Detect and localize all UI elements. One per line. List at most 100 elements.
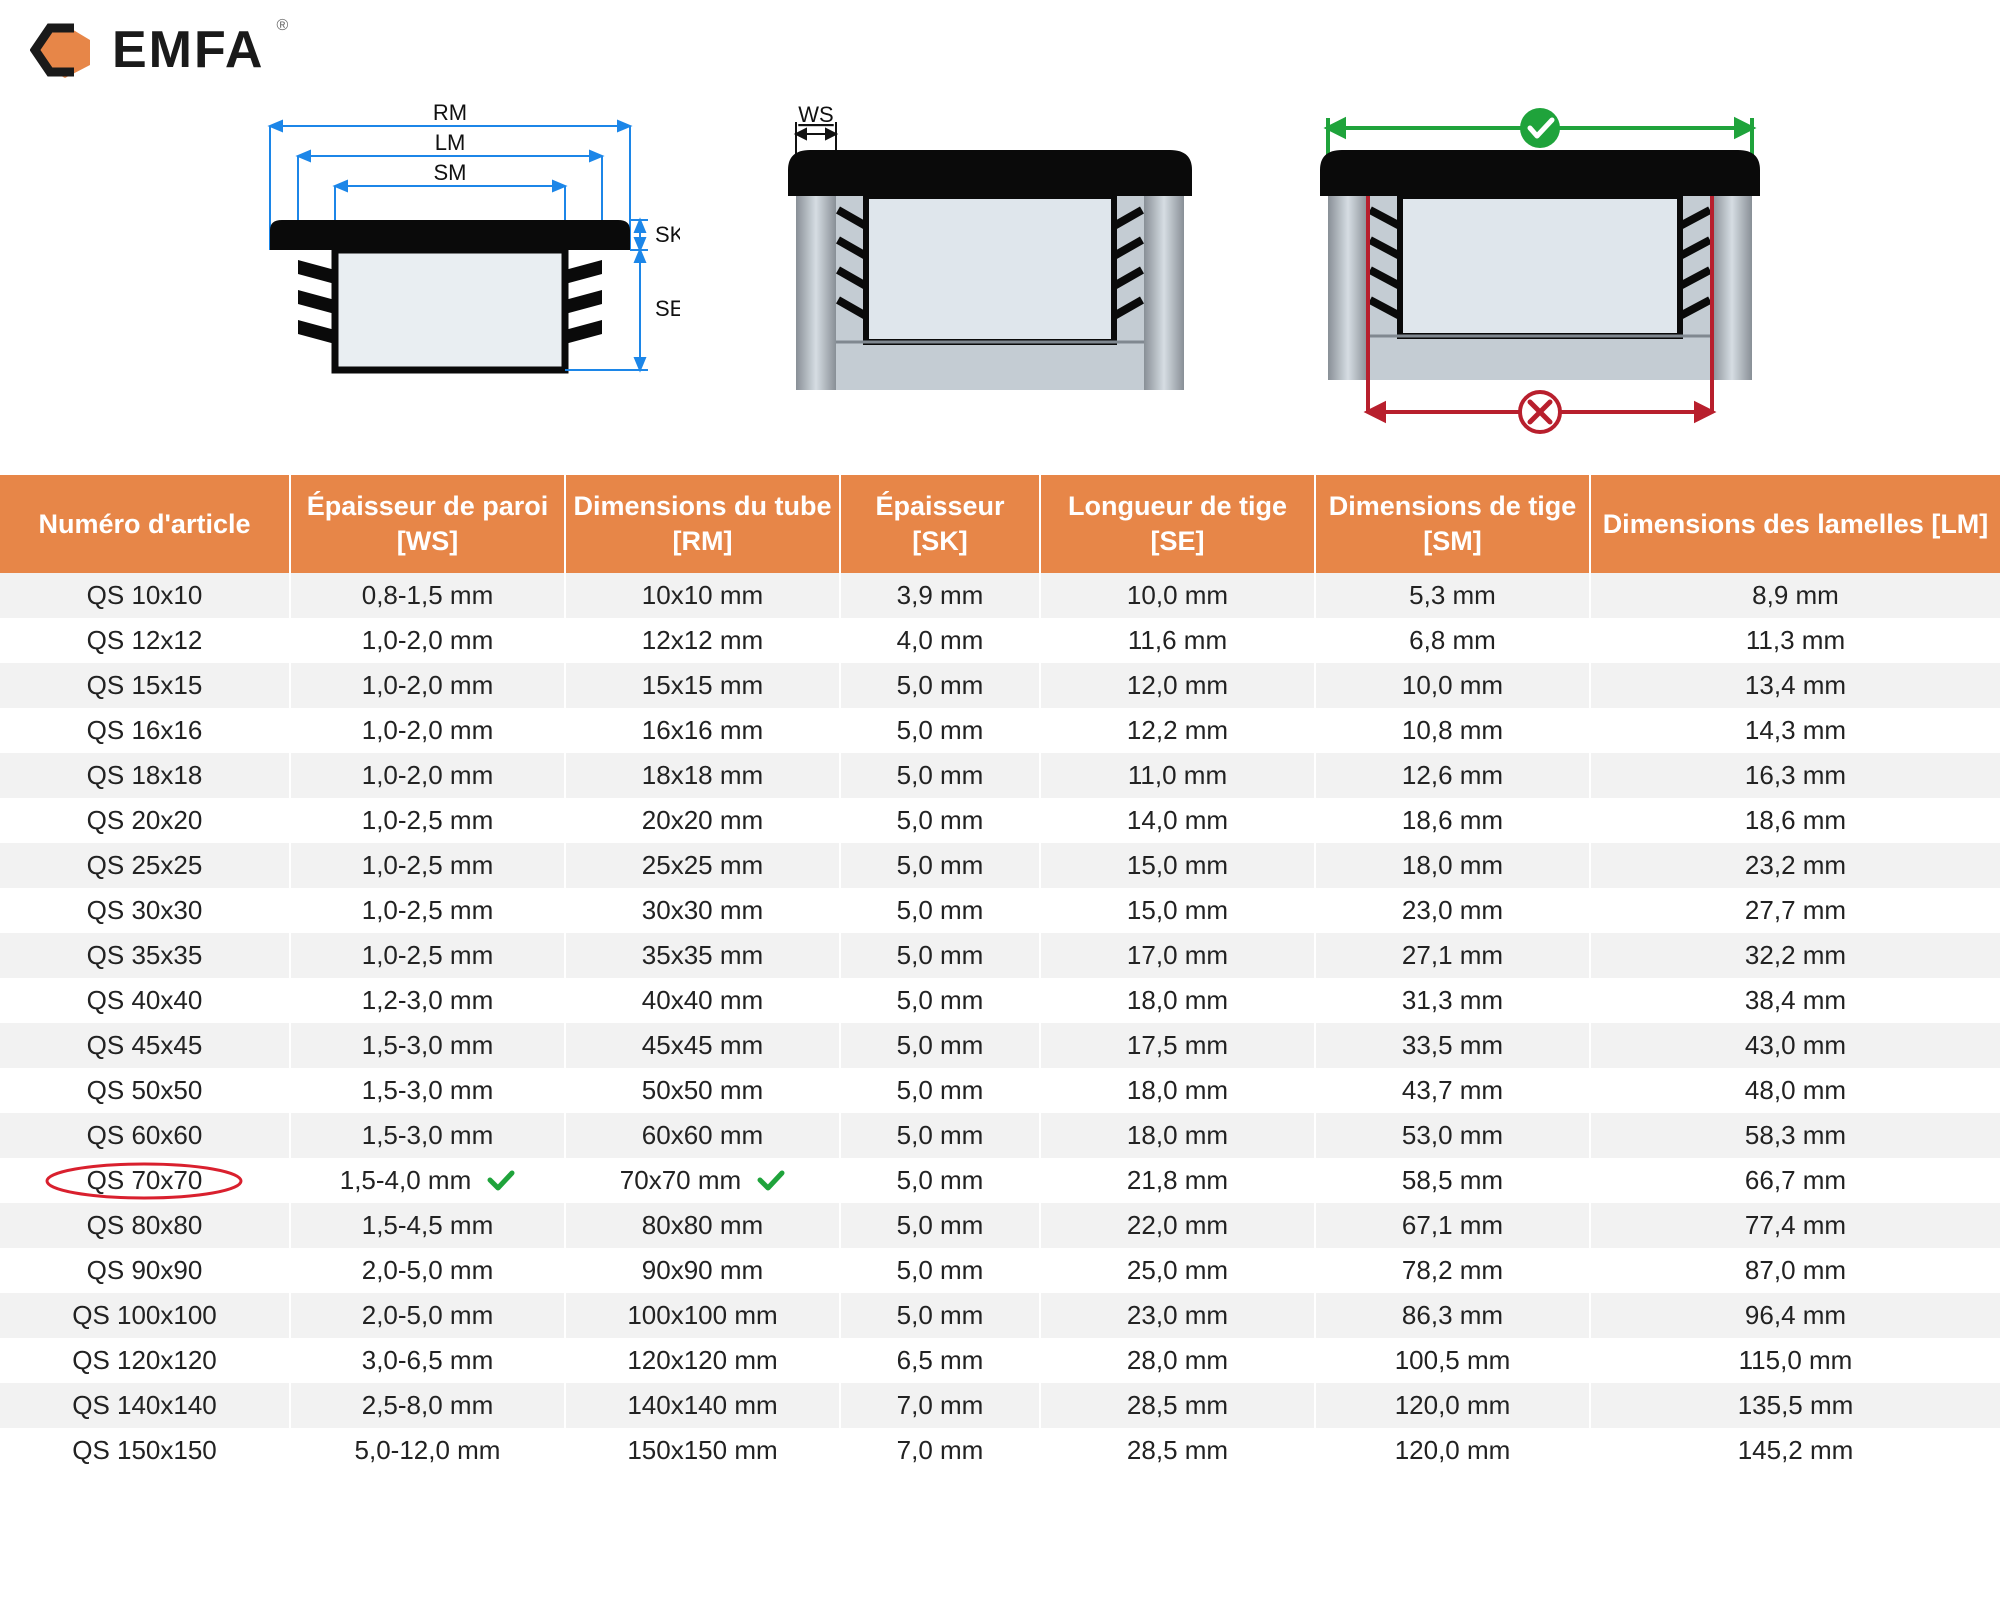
cell-se: 28,0 mm bbox=[1040, 1338, 1315, 1383]
cell-lm: 135,5 mm bbox=[1590, 1383, 2000, 1428]
cell-ws: 1,0-2,0 mm bbox=[290, 663, 565, 708]
table-row: QS 35x351,0-2,5 mm35x35 mm5,0 mm17,0 mm2… bbox=[0, 933, 2000, 978]
cell-article: QS 18x18 bbox=[0, 753, 290, 798]
cell-rm: 35x35 mm bbox=[565, 933, 840, 978]
cell-se: 14,0 mm bbox=[1040, 798, 1315, 843]
cell-sk: 3,9 mm bbox=[840, 573, 1040, 618]
cell-sm: 31,3 mm bbox=[1315, 978, 1590, 1023]
cell-sk: 5,0 mm bbox=[840, 1203, 1040, 1248]
table-row: QS 60x601,5-3,0 mm60x60 mm5,0 mm18,0 mm5… bbox=[0, 1113, 2000, 1158]
col-header-se: Longueur de tige [SE] bbox=[1040, 475, 1315, 573]
cell-se: 18,0 mm bbox=[1040, 1068, 1315, 1113]
cell-se: 17,5 mm bbox=[1040, 1023, 1315, 1068]
diagram-correct-wrong bbox=[1300, 100, 1780, 445]
cell-se: 28,5 mm bbox=[1040, 1383, 1315, 1428]
cell-sk: 7,0 mm bbox=[840, 1383, 1040, 1428]
table-row: QS 16x161,0-2,0 mm16x16 mm5,0 mm12,2 mm1… bbox=[0, 708, 2000, 753]
cell-sk: 5,0 mm bbox=[840, 978, 1040, 1023]
check-icon bbox=[757, 1169, 785, 1193]
cell-article: QS 140x140 bbox=[0, 1383, 290, 1428]
cell-ws: 2,5-8,0 mm bbox=[290, 1383, 565, 1428]
cell-lm: 58,3 mm bbox=[1590, 1113, 2000, 1158]
col-header-lm: Dimensions des lamelles [LM] bbox=[1590, 475, 2000, 573]
cell-rm: 30x30 mm bbox=[565, 888, 840, 933]
cell-ws: 0,8-1,5 mm bbox=[290, 573, 565, 618]
table-row: QS 80x801,5-4,5 mm80x80 mm5,0 mm22,0 mm6… bbox=[0, 1203, 2000, 1248]
cell-article: QS 100x100 bbox=[0, 1293, 290, 1338]
cell-lm: 23,2 mm bbox=[1590, 843, 2000, 888]
cell-sm: 67,1 mm bbox=[1315, 1203, 1590, 1248]
cell-lm: 32,2 mm bbox=[1590, 933, 2000, 978]
dimensions-table: Numéro d'article Épaisseur de paroi [WS]… bbox=[0, 475, 2000, 1473]
cell-ws: 2,0-5,0 mm bbox=[290, 1248, 565, 1293]
cell-article: QS 70x70 bbox=[0, 1158, 290, 1203]
cell-sm: 5,3 mm bbox=[1315, 573, 1590, 618]
cell-se: 12,0 mm bbox=[1040, 663, 1315, 708]
cell-rm: 50x50 mm bbox=[565, 1068, 840, 1113]
col-header-sm: Dimensions de tige [SM] bbox=[1315, 475, 1590, 573]
cell-lm: 66,7 mm bbox=[1590, 1158, 2000, 1203]
cell-ws: 1,0-2,5 mm bbox=[290, 798, 565, 843]
cell-se: 11,6 mm bbox=[1040, 618, 1315, 663]
cell-lm: 145,2 mm bbox=[1590, 1428, 2000, 1473]
cell-se: 12,2 mm bbox=[1040, 708, 1315, 753]
cell-lm: 77,4 mm bbox=[1590, 1203, 2000, 1248]
cell-sk: 5,0 mm bbox=[840, 798, 1040, 843]
cell-article: QS 120x120 bbox=[0, 1338, 290, 1383]
cell-sm: 78,2 mm bbox=[1315, 1248, 1590, 1293]
cell-article: QS 50x50 bbox=[0, 1068, 290, 1113]
cell-sm: 100,5 mm bbox=[1315, 1338, 1590, 1383]
cell-lm: 11,3 mm bbox=[1590, 618, 2000, 663]
brand-registered: ® bbox=[276, 17, 288, 35]
table-row: QS 30x301,0-2,5 mm30x30 mm5,0 mm15,0 mm2… bbox=[0, 888, 2000, 933]
cell-ws: 1,5-3,0 mm bbox=[290, 1023, 565, 1068]
cell-sm: 53,0 mm bbox=[1315, 1113, 1590, 1158]
cell-rm: 90x90 mm bbox=[565, 1248, 840, 1293]
cell-article: QS 15x15 bbox=[0, 663, 290, 708]
cell-se: 15,0 mm bbox=[1040, 888, 1315, 933]
cell-article: QS 40x40 bbox=[0, 978, 290, 1023]
dim-label-ws: WS bbox=[798, 102, 833, 127]
table-row: QS 90x902,0-5,0 mm90x90 mm5,0 mm25,0 mm7… bbox=[0, 1248, 2000, 1293]
cell-se: 11,0 mm bbox=[1040, 753, 1315, 798]
cell-sk: 5,0 mm bbox=[840, 1158, 1040, 1203]
table-row: QS 70x70 1,5-4,0 mm 70x70 mm 5,0 mm21,8 … bbox=[0, 1158, 2000, 1203]
cell-ws: 1,5-3,0 mm bbox=[290, 1113, 565, 1158]
cell-ws: 3,0-6,5 mm bbox=[290, 1338, 565, 1383]
cell-rm: 100x100 mm bbox=[565, 1293, 840, 1338]
cell-se: 28,5 mm bbox=[1040, 1428, 1315, 1473]
cell-sk: 5,0 mm bbox=[840, 1293, 1040, 1338]
cell-article: QS 30x30 bbox=[0, 888, 290, 933]
cell-sk: 5,0 mm bbox=[840, 1248, 1040, 1293]
cell-rm: 45x45 mm bbox=[565, 1023, 840, 1068]
cell-lm: 43,0 mm bbox=[1590, 1023, 2000, 1068]
cell-sm: 10,0 mm bbox=[1315, 663, 1590, 708]
cell-se: 21,8 mm bbox=[1040, 1158, 1315, 1203]
dim-label-se: SE bbox=[655, 296, 680, 321]
cell-rm: 15x15 mm bbox=[565, 663, 840, 708]
cell-article: QS 80x80 bbox=[0, 1203, 290, 1248]
cell-sk: 7,0 mm bbox=[840, 1428, 1040, 1473]
col-header-rm: Dimensions du tube [RM] bbox=[565, 475, 840, 573]
table-row: QS 12x121,0-2,0 mm12x12 mm4,0 mm11,6 mm6… bbox=[0, 618, 2000, 663]
table-row: QS 140x1402,5-8,0 mm140x140 mm7,0 mm28,5… bbox=[0, 1383, 2000, 1428]
table-row: QS 45x451,5-3,0 mm45x45 mm5,0 mm17,5 mm3… bbox=[0, 1023, 2000, 1068]
cell-sm: 12,6 mm bbox=[1315, 753, 1590, 798]
cell-article: QS 60x60 bbox=[0, 1113, 290, 1158]
cell-rm: 20x20 mm bbox=[565, 798, 840, 843]
col-header-article: Numéro d'article bbox=[0, 475, 290, 573]
cell-ws: 1,0-2,0 mm bbox=[290, 708, 565, 753]
cell-ws: 1,0-2,5 mm bbox=[290, 933, 565, 978]
diagram-wall-thickness: WS bbox=[780, 100, 1200, 445]
diagrams-row: RM LM SM bbox=[0, 90, 2000, 475]
cell-sk: 5,0 mm bbox=[840, 933, 1040, 978]
cell-se: 17,0 mm bbox=[1040, 933, 1315, 978]
cell-sm: 86,3 mm bbox=[1315, 1293, 1590, 1338]
cell-lm: 16,3 mm bbox=[1590, 753, 2000, 798]
cell-article: QS 25x25 bbox=[0, 843, 290, 888]
cell-se: 25,0 mm bbox=[1040, 1248, 1315, 1293]
cell-rm: 10x10 mm bbox=[565, 573, 840, 618]
cell-ws: 1,0-2,0 mm bbox=[290, 753, 565, 798]
cell-sm: 18,0 mm bbox=[1315, 843, 1590, 888]
cell-lm: 27,7 mm bbox=[1590, 888, 2000, 933]
